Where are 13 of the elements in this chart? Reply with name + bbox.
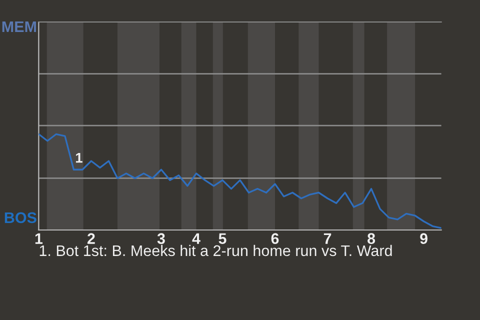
annotation: 1 (76, 153, 82, 163)
x-tick-label: 3 (157, 233, 165, 244)
text: BOS (4, 212, 36, 224)
x-tick-label: 2 (87, 233, 95, 244)
x-tick-label: 1 (35, 233, 43, 244)
x-tick-label: 8 (368, 233, 376, 244)
x-tick-label: 6 (271, 233, 279, 244)
x-tick-label: 9 (420, 233, 428, 244)
x-tick-label: 4 (192, 233, 200, 244)
text: MEM (2, 21, 36, 32)
x-tick-label: 5 (218, 233, 226, 244)
text: 1. Bot 1st: B. Meeks hit a 2-run home run vs T. Ward (40, 244, 392, 256)
x-tick-label: 7 (324, 233, 332, 244)
